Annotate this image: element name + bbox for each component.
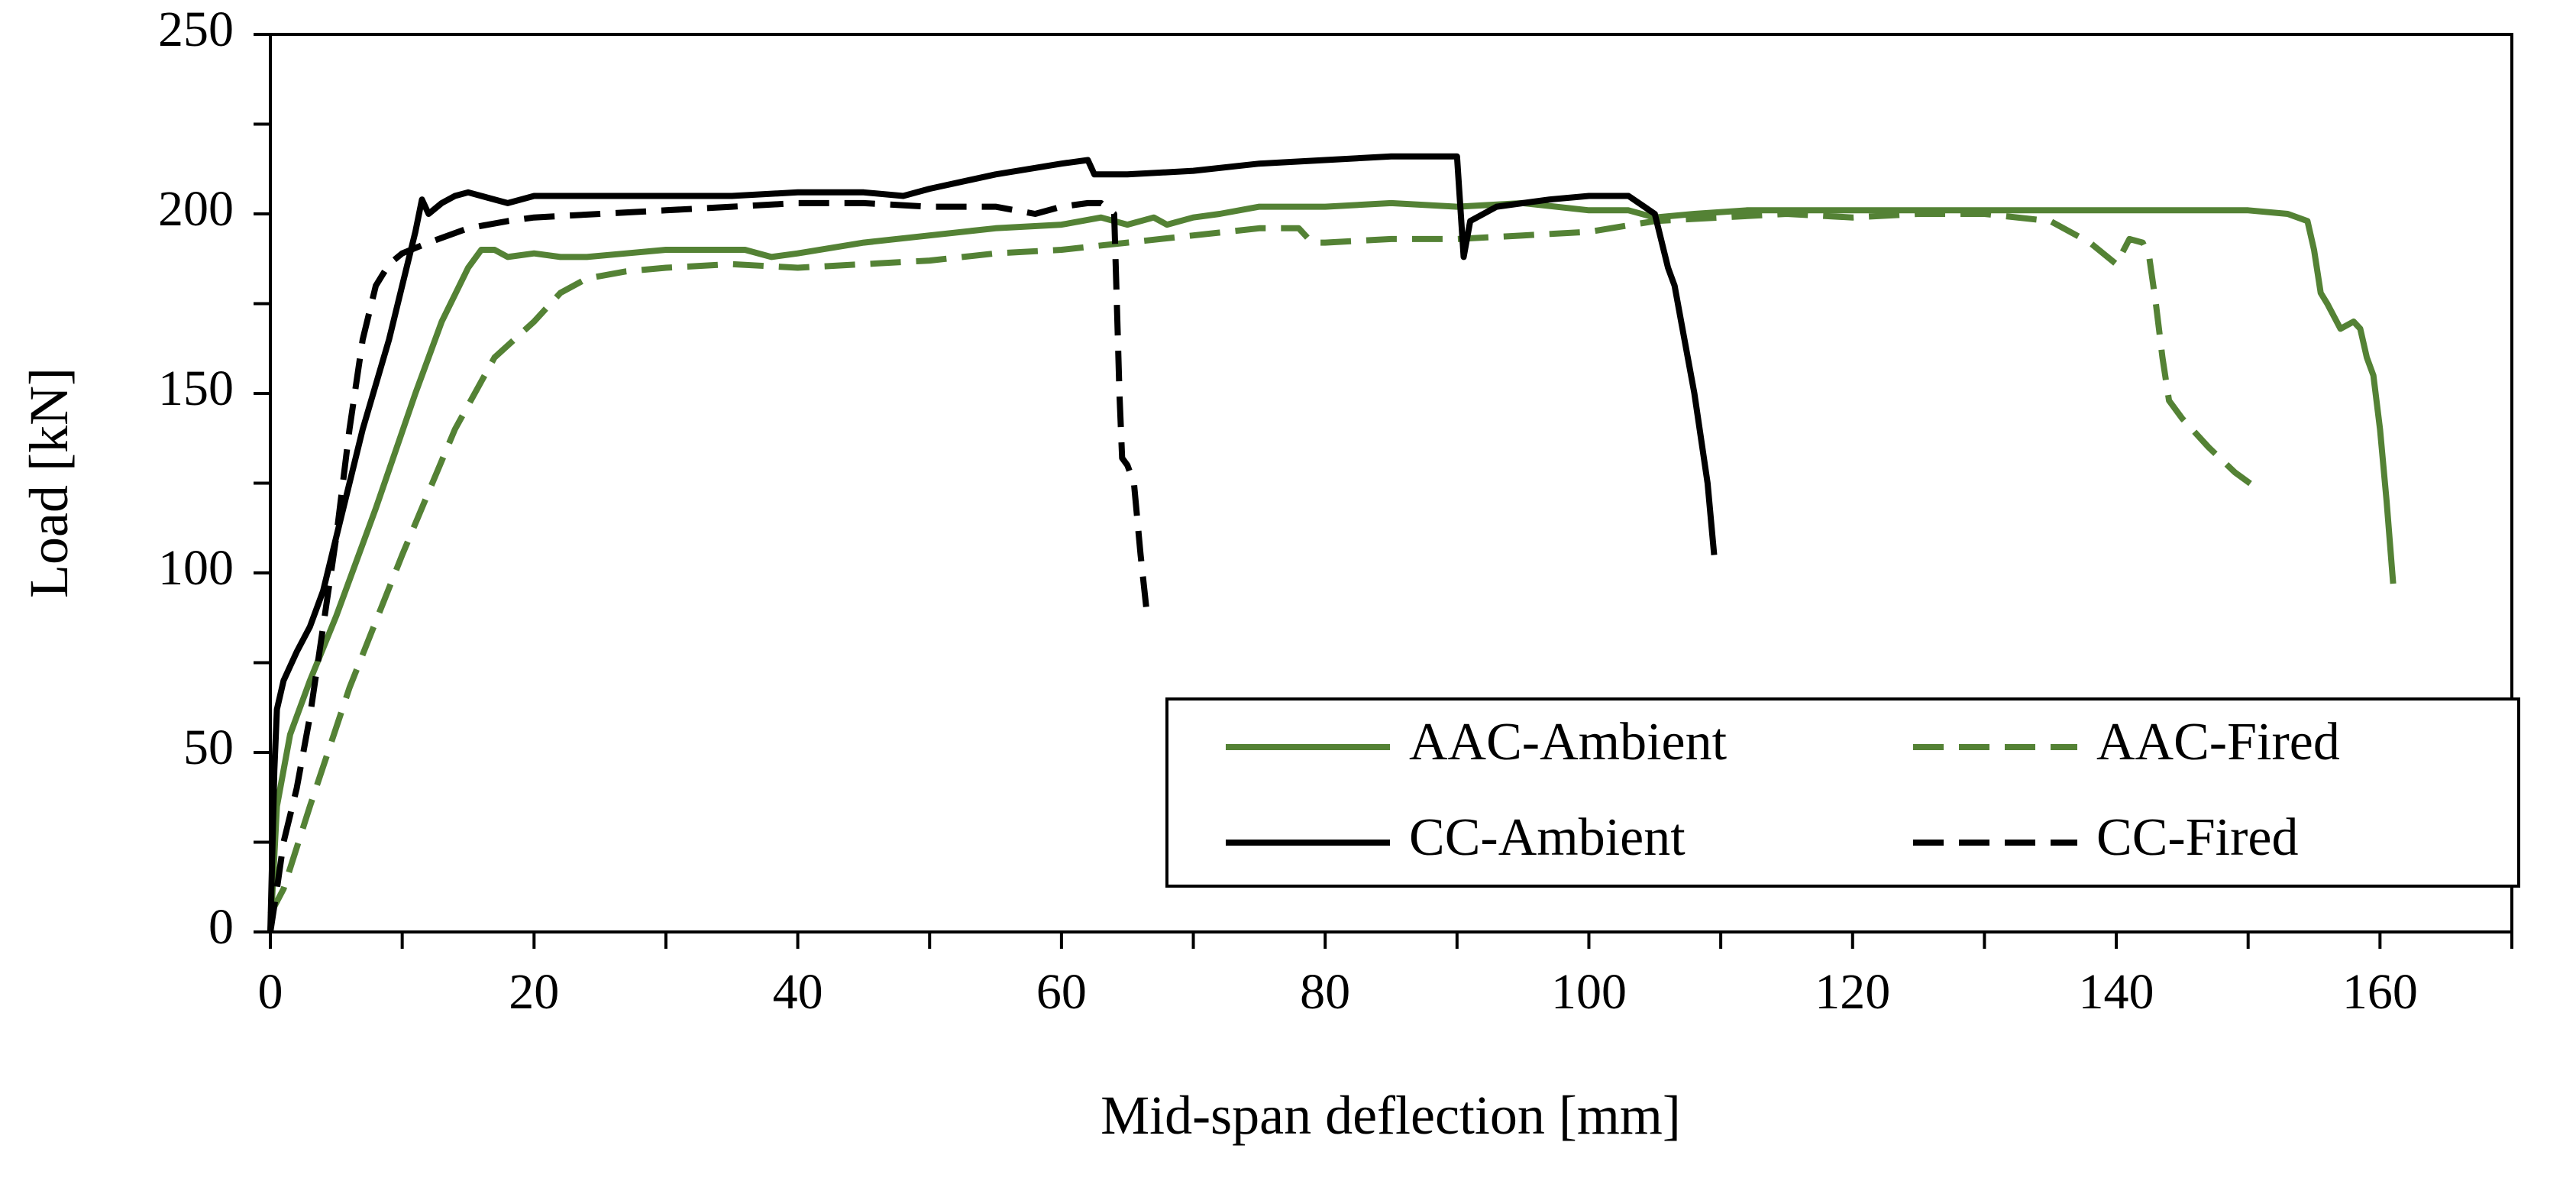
x-tick-label: 80 <box>1300 964 1350 1020</box>
y-tick-label: 250 <box>158 2 234 57</box>
series-line-cc-fired <box>267 199 1151 933</box>
y-tick-label: 200 <box>158 181 234 237</box>
x-axis-title: Mid-span deflection [mm] <box>1101 1085 1681 1146</box>
x-tick-label: 120 <box>1815 964 1890 1020</box>
series-line-aac-ambient <box>267 199 2397 933</box>
y-tick-label: 50 <box>183 720 234 775</box>
x-tick-label: 0 <box>258 964 283 1020</box>
series-line-cc-ambient <box>267 153 1718 933</box>
legend-label-aac-ambient: AAC-Ambient <box>1409 713 1728 772</box>
y-axis-title: Load [kN] <box>18 367 79 598</box>
series-layer <box>267 153 2397 933</box>
x-tick-label: 140 <box>2079 964 2154 1020</box>
legend-label-aac-fired: AAC-Fired <box>2096 713 2340 772</box>
legend-box <box>1165 697 2520 888</box>
y-tick-label: 150 <box>158 361 234 416</box>
x-tick-label: 20 <box>509 964 559 1020</box>
legend-label-cc-ambient: CC-Ambient <box>1409 808 1686 867</box>
x-tick-label: 100 <box>1551 964 1627 1020</box>
y-tick-label: 100 <box>158 540 234 596</box>
x-tick-label: 60 <box>1036 964 1087 1020</box>
series-line-aac-fired <box>267 211 2257 916</box>
x-tick-label: 160 <box>2342 964 2418 1020</box>
legend-label-cc-fired: CC-Fired <box>2096 808 2298 867</box>
axis-ticks: 0 20 40 60 80 100 120 140 160 0 50 100 150 200 250 <box>158 2 2513 1020</box>
legend: AAC-Ambient AAC-Fired CC-Ambient CC-Fire… <box>1165 697 2520 888</box>
y-tick-label: 0 <box>208 899 234 955</box>
x-tick-label: 40 <box>773 964 823 1020</box>
